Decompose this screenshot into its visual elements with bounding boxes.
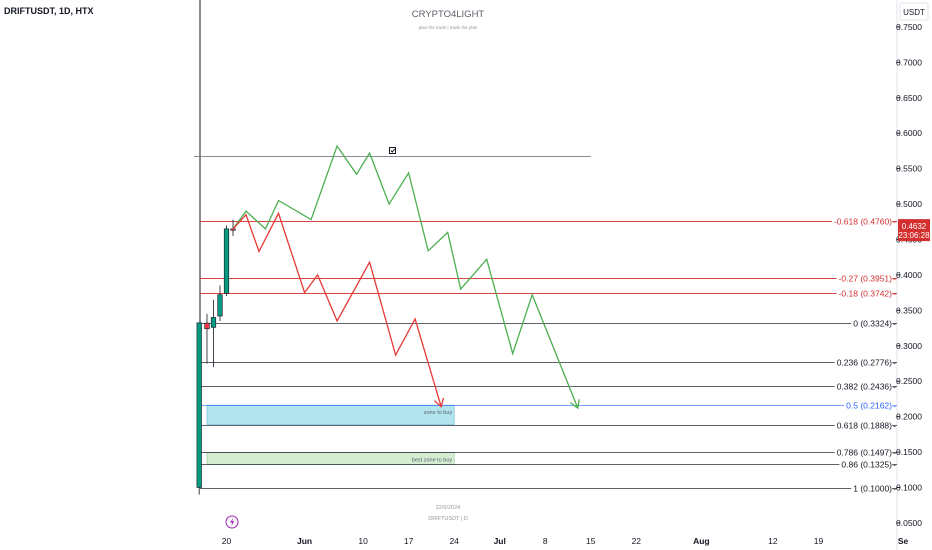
fib-label-background [844,400,893,411]
fib-label-background [834,357,893,368]
x-tick-label: Aug [693,536,710,546]
x-tick-label: 12 [768,536,778,546]
lightning-icon[interactable] [225,515,239,529]
x-tick-label: Jul [494,536,506,546]
fib-label-background [834,420,893,431]
countdown-timer: 23:06:28 [898,231,930,240]
fib-level-tick: - [893,289,896,299]
y-tick-label: 0.3000 [896,341,922,351]
fib-level-tick: - [893,401,896,411]
bottom-date-label: 22/5/2024 [436,505,460,511]
buy-zone-label: zone to buy [424,410,453,416]
fib-level-tick: - [893,484,896,494]
bearish-projection-path[interactable] [232,211,442,407]
fib-level-label: 1 (0.1000) [853,484,892,494]
fib-label-background [836,273,893,284]
x-tick-label: Se [898,536,909,546]
fib-label-background [851,318,893,329]
x-tick-label: 10 [358,536,368,546]
fib-labels-layer: -0.618 (0.4760) --0.27 (0.3951) --0.18 (0.… [831,216,896,494]
fib-level-tick: - [893,382,896,392]
fib-level-tick: - [893,460,896,470]
y-tick-label: 0.1000 [896,483,922,493]
candle[interactable] [204,313,210,364]
fib-level-label: 0.618 (0.1888) [837,421,892,431]
bearish-projection-path-arrowhead [434,397,445,408]
y-tick-label: 0.2500 [896,376,922,386]
fib-level-tick: - [893,358,896,368]
bullish-projection-path-arrowhead [570,399,580,410]
candle[interactable] [210,299,217,368]
buy-zone-label: best zone to buy [412,457,453,463]
y-tick-label: 0.6500 [896,93,922,103]
fib-level-label: -0.27 (0.3951) [839,274,893,284]
y-tick-label: 0.3500 [896,305,922,315]
fib-level-tick: - [893,274,896,284]
fib-level-tick: - [893,421,896,431]
checkbox-icon[interactable] [389,147,396,154]
currency-label: USDT [903,8,925,17]
currency-button[interactable]: USDT [899,2,929,21]
symbol-label[interactable]: DRIFTUSDT, 1D, HTX [4,6,94,16]
x-tick-label: Jun [297,536,312,546]
x-axis-ticks: 20 Jun 10 17 24 Jul 8 15 22 Aug 12 19 Se [222,536,909,546]
zones-layer: zone to buy best zone to buy [206,404,455,465]
candle-body [217,294,223,317]
fib-label-background [831,216,893,227]
candle-body [230,228,236,231]
x-tick-label: 20 [222,536,232,546]
y-tick-label: 0.6000 [896,128,922,138]
candle[interactable] [223,225,230,297]
x-tick-label: 22 [632,536,642,546]
x-tick-label: 15 [586,536,596,546]
candle[interactable] [196,322,202,495]
y-tick-label: 0.7000 [896,57,922,67]
bullish-projection-path[interactable] [232,144,579,409]
fib-level-label: 0.382 (0.2436) [837,382,892,392]
fib-level-label: -0.18 (0.3742) [839,289,893,299]
y-tick-label: 0.1500 [896,447,922,457]
candles-layer[interactable] [196,219,236,495]
fib-level-tick: - [893,319,896,329]
buy-zone-box[interactable] [206,404,455,425]
y-tick-label: 0.4000 [896,270,922,280]
y-axis-ticks: 0.75000.70000.65000.60000.55000.50000.45… [896,22,922,528]
current-price-label: 0.4632 23:06:28 [898,219,930,242]
current-price-value: 0.4632 [902,222,927,231]
x-tick-label: 8 [543,536,548,546]
fib-label-background [836,288,893,299]
fib-label-background [834,447,893,458]
fib-lines-layer [200,221,897,489]
candle-body [196,322,202,488]
fib-level-label: 0.86 (0.1325) [841,460,892,470]
watermark-subtitle: plan the trade | trade the plan [419,25,478,30]
watermark-title: CRYPTO4LIGHT [412,9,485,20]
y-tick-label: 0.2000 [896,412,922,422]
x-tick-label: 19 [814,536,824,546]
y-tick-label: 0.7500 [896,22,922,32]
y-tick-label: 0.5500 [896,164,922,174]
candle[interactable] [217,285,223,321]
projection-paths-layer[interactable] [232,144,580,410]
fib-level-label: -0.618 (0.4760) [834,217,892,227]
fib-label-background [834,381,893,392]
candle-body [210,317,217,328]
x-tick-label: 24 [449,536,459,546]
fib-level-tick: - [893,217,896,227]
candle-body [204,322,210,330]
fib-level-label: 0.5 (0.2162) [846,401,892,411]
fib-label-background [851,483,893,494]
fib-level-label: 0.236 (0.2776) [837,358,892,368]
fib-level-label: 0 (0.3324) [853,319,892,329]
bottom-symbol-label: DRIFTUSDT | D [428,516,468,522]
y-tick-label: 0.0500 [896,518,922,528]
fib-label-background [839,459,893,470]
x-tick-label: 17 [404,536,414,546]
fib-level-tick: - [893,448,896,458]
y-tick-label: 0.5000 [896,199,922,209]
fib-level-label: 0.786 (0.1497) [837,448,892,458]
candle-body [223,228,230,294]
